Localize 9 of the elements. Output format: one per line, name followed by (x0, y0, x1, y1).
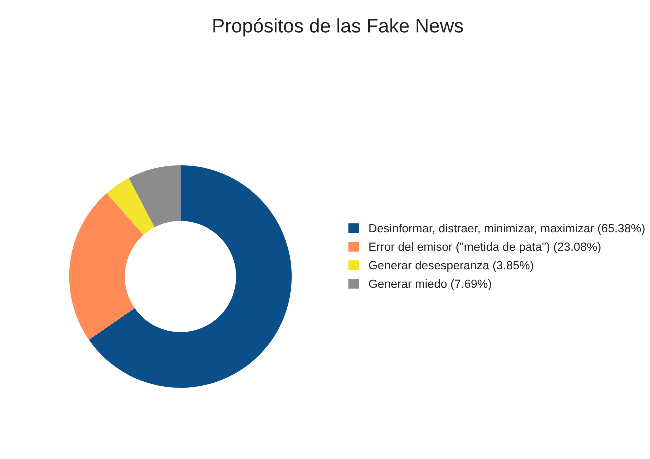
legend-label: Error del emisor ("metida de pata") (23.08%) (370, 242, 601, 254)
donut-slice (89, 166, 292, 388)
donut-slice (129, 166, 181, 228)
legend-label: Generar desesperanza (3.85%) (369, 261, 534, 272)
donut-slice (69, 194, 144, 340)
legend-label: Desinformar, distraer, minimizar, maximizar (65.38%) (370, 224, 645, 235)
chart-title: Propósitos de las Fake News (214, 18, 464, 37)
donut-slice (106, 178, 155, 236)
legend-label: Generar miedo (7.69%) (369, 280, 492, 291)
